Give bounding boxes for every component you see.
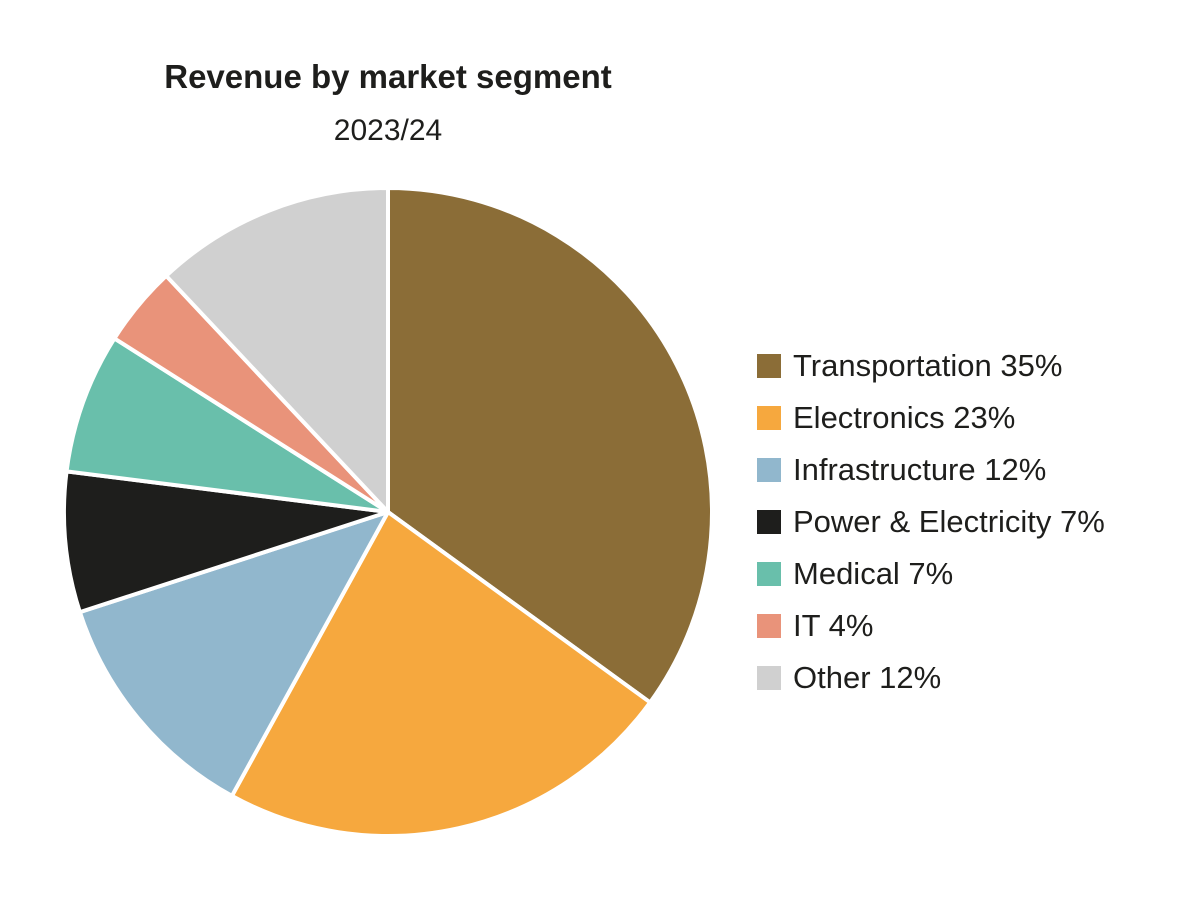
legend-label: Power & Electricity 7% xyxy=(793,504,1105,539)
legend-label: Infrastructure 12% xyxy=(793,452,1047,487)
legend-item: IT 4% xyxy=(757,600,1105,652)
legend-swatch xyxy=(757,562,781,586)
legend-label: Medical 7% xyxy=(793,556,954,591)
chart-subtitle: 2023/24 xyxy=(333,114,443,147)
legend-label: Electronics 23% xyxy=(793,400,1016,435)
legend-swatch xyxy=(757,510,781,534)
pie-slice-power-electricity xyxy=(62,469,390,615)
pie-slice-transportation xyxy=(386,186,714,705)
pie-slice-infrastructure xyxy=(77,510,390,798)
legend-item: Infrastructure 12% xyxy=(757,444,1105,496)
legend-swatch xyxy=(757,354,781,378)
pie-slice-medical xyxy=(64,336,390,514)
legend-swatch xyxy=(757,614,781,638)
legend-item: Transportation 35% xyxy=(757,340,1105,392)
legend-item: Electronics 23% xyxy=(757,392,1105,444)
legend-item: Other 12% xyxy=(757,652,1105,704)
legend-label: Other 12% xyxy=(793,660,942,695)
legend: Transportation 35% Electronics 23% Infrast… xyxy=(757,340,1105,704)
legend-swatch xyxy=(757,406,781,430)
pie-slice-other xyxy=(164,186,390,514)
legend-label: Transportation 35% xyxy=(793,348,1063,383)
pie-slice-electronics xyxy=(229,510,653,838)
legend-item: Power & Electricity 7% xyxy=(757,496,1105,548)
legend-swatch xyxy=(757,666,781,690)
legend-label: IT 4% xyxy=(793,608,874,643)
chart-title: Revenue by market segment xyxy=(164,58,612,95)
legend-item: Medical 7% xyxy=(757,548,1105,600)
legend-swatch xyxy=(757,458,781,482)
